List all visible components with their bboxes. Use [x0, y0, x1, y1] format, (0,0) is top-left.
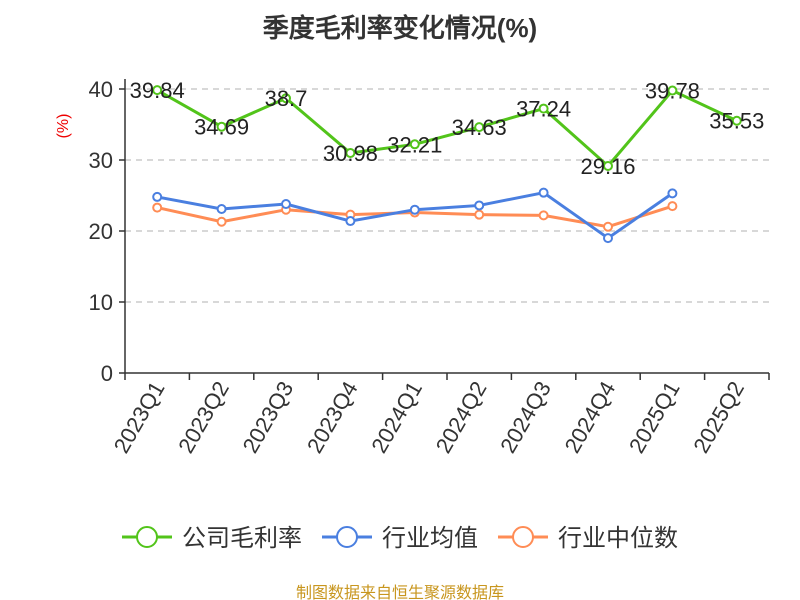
data-label: 37.24 [516, 97, 571, 122]
legend-marker [336, 526, 358, 548]
x-tick-label: 2024Q2 [431, 377, 492, 457]
data-point [603, 233, 613, 244]
x-tick-label: 2024Q3 [495, 377, 556, 457]
data-point [345, 148, 356, 159]
data-label: 32.21 [387, 132, 442, 157]
series-line [156, 88, 738, 169]
data-point [731, 115, 742, 126]
y-tick-label: 20 [89, 219, 113, 244]
x-tick-label: 2023Q2 [173, 377, 234, 457]
chart-title: 季度毛利率变化情况(%) [262, 13, 538, 43]
data-label: 34.63 [452, 115, 507, 140]
x-tick-label: 2023Q3 [238, 377, 299, 457]
data-point [216, 216, 227, 227]
legend-marker [512, 526, 534, 548]
data-point [409, 204, 420, 215]
data-point [345, 216, 356, 227]
data-point [667, 201, 678, 212]
data-point [216, 203, 227, 214]
data-point [474, 122, 485, 133]
data-point [603, 160, 613, 171]
data-point [667, 188, 678, 199]
data-label: 39.84 [130, 78, 185, 103]
x-tick-label: 2024Q1 [366, 377, 427, 457]
x-tick-label: 2025Q2 [688, 377, 749, 457]
data-point [281, 199, 291, 210]
data-point [474, 200, 485, 211]
data-point [538, 187, 549, 198]
data-point [409, 139, 420, 150]
data-point [538, 210, 549, 221]
y-tick-label: 30 [89, 148, 113, 173]
data-point [603, 221, 613, 232]
data-point [216, 121, 227, 132]
data-label: 29.16 [580, 154, 635, 179]
x-tick-label: 2025Q1 [624, 377, 685, 457]
y-tick-label: 0 [101, 361, 113, 386]
data-point [474, 209, 485, 220]
data-point [152, 85, 163, 96]
legend-label: 行业中位数 [558, 525, 678, 552]
x-tick-label: 2024Q4 [560, 377, 621, 457]
data-point [667, 85, 678, 96]
legend-label: 公司毛利率 [182, 525, 302, 552]
legend-marker [136, 526, 158, 548]
data-label: 38.7 [265, 86, 308, 111]
x-tick-label: 2023Q1 [109, 377, 170, 457]
data-label: 39.78 [645, 79, 700, 104]
data-source: 制图数据来自恒生聚源数据库 [295, 585, 504, 600]
legend-label: 行业均值 [382, 525, 478, 552]
data-label: 34.69 [194, 115, 249, 140]
data-point [538, 103, 549, 114]
y-axis-label: (%) [55, 114, 72, 139]
y-tick-label: 10 [89, 290, 113, 315]
data-label: 30.98 [323, 141, 378, 166]
y-tick-label: 40 [89, 77, 113, 102]
data-point [152, 191, 163, 202]
data-point [152, 202, 163, 213]
data-point [281, 93, 291, 104]
data-label: 35.53 [709, 109, 764, 134]
x-tick-label: 2023Q4 [302, 377, 363, 457]
